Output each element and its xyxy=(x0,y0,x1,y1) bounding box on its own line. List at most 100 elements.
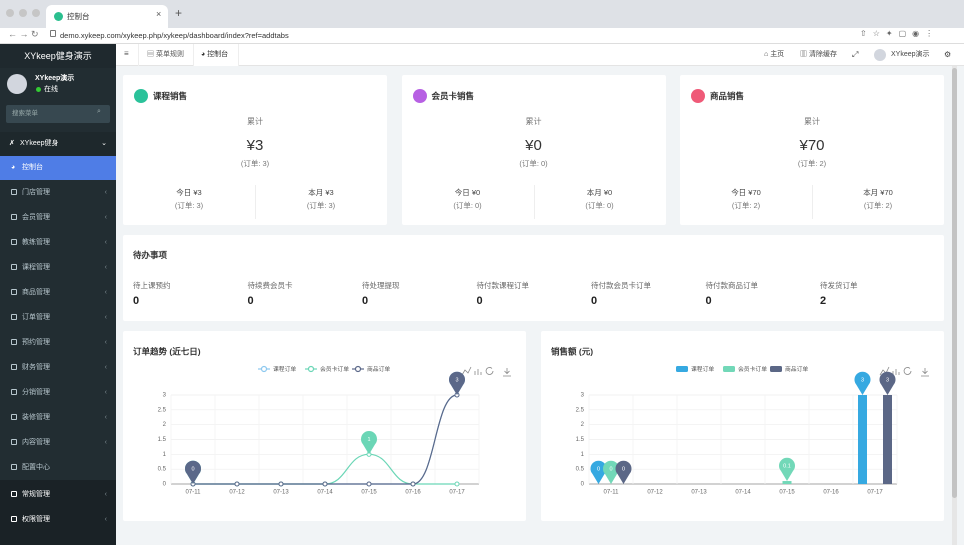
browser-tab[interactable]: 控制台 × xyxy=(46,5,168,28)
legend-label[interactable]: 商品订单 xyxy=(367,365,390,373)
legend-label[interactable]: 会员卡订单 xyxy=(738,365,767,373)
mark-point-label: 3 xyxy=(861,377,864,383)
fullscreen[interactable]: ⤢ xyxy=(852,50,859,59)
menu-item[interactable]: 教练管理 ‹ xyxy=(0,230,116,255)
avatar xyxy=(7,74,27,94)
x-tick-label: 07-17 xyxy=(449,490,465,496)
nav-tab-active[interactable]: ◕ 控制台 xyxy=(193,44,239,66)
menu-item-label: 装修管理 xyxy=(22,414,50,421)
item-caret: ‹ xyxy=(104,491,107,498)
menu-toggle[interactable]: ≡ xyxy=(124,49,129,58)
settings[interactable]: ⚙ xyxy=(944,50,952,59)
menu-group[interactable]: XYkeep健身 ✗ ⌄ xyxy=(0,132,116,156)
total-amount: ¥70 xyxy=(799,137,825,154)
menu-item[interactable]: 商品管理 ‹ xyxy=(0,280,116,305)
toolbox-icon[interactable] xyxy=(485,367,494,375)
legend-label[interactable]: 课程订单 xyxy=(273,365,296,373)
brand[interactable]: XYkeep健身演示 xyxy=(0,44,116,68)
x-tick-label: 07-11 xyxy=(604,490,620,496)
item-icon xyxy=(11,414,17,420)
divider xyxy=(533,185,535,219)
item-icon xyxy=(11,214,17,220)
x-tick-label: 07-14 xyxy=(317,490,333,496)
menu-group-label: XYkeep健身 xyxy=(20,140,59,147)
legend-icon xyxy=(770,366,782,372)
menu-item[interactable]: 课程管理 ‹ xyxy=(0,255,116,280)
y-tick-label: 0.5 xyxy=(576,467,585,473)
group-caret: ⌄ xyxy=(101,140,107,147)
item-caret: ‹ xyxy=(104,314,107,321)
todo-value: 2 xyxy=(820,295,827,307)
x-tick-label: 07-16 xyxy=(823,490,839,496)
menu-section[interactable]: 常规管理 ‹ xyxy=(0,482,116,507)
total-label: 累计 xyxy=(525,117,542,126)
top-user[interactable]: XYkeep演示 xyxy=(891,51,930,58)
menu-item-active[interactable]: ◕ 控制台 xyxy=(0,156,116,180)
x-tick-label: 07-16 xyxy=(405,490,421,496)
scroll-thumb[interactable] xyxy=(952,68,957,498)
nav-buttons[interactable]: ← → ↻ xyxy=(8,29,39,39)
mark-point-label: 0.1 xyxy=(783,463,791,469)
legend-label[interactable]: 商品订单 xyxy=(785,365,808,373)
menu-item[interactable]: 分销管理 ‹ xyxy=(0,380,116,405)
browser-actions[interactable]: ⇧☆✦▢◉⋮ xyxy=(860,29,940,38)
legend-label[interactable]: 课程订单 xyxy=(691,365,714,373)
toolbox-icon[interactable] xyxy=(921,368,929,377)
clear-cache[interactable]: ▥ 清除缓存 xyxy=(800,51,837,58)
url[interactable]: demo.xykeep.com/xykeep.php/xykeep/dashbo… xyxy=(60,31,289,40)
y-tick-label: 1.5 xyxy=(158,437,167,443)
y-tick-label: 2.5 xyxy=(576,407,585,413)
divider xyxy=(812,185,813,219)
window-minimize[interactable] xyxy=(19,9,27,17)
total-amount: ¥3 xyxy=(246,137,264,154)
today-orders: (订单: 3) xyxy=(174,201,204,210)
menu-item[interactable]: 配置中心 xyxy=(0,455,116,480)
toolbox-icon[interactable] xyxy=(879,366,890,376)
y-tick-label: 2 xyxy=(163,422,167,428)
chart-title: 销售额 (元) xyxy=(551,346,593,356)
topbar: ≡ ▤ 菜单规则 ◕ 控制台 ⌂ 主页 ▥ 清除缓存 ⤢ XYkeep演示 ⚙ xyxy=(116,44,964,66)
search-box[interactable]: 搜索菜单 ⌕ xyxy=(6,105,110,123)
mark-point xyxy=(185,460,201,484)
month-orders: (订单: 0) xyxy=(585,201,614,210)
menu-item[interactable]: 门店管理 ‹ xyxy=(0,180,116,205)
item-caret: ‹ xyxy=(104,516,107,523)
tab-title: 控制台 xyxy=(67,12,90,21)
mark-point xyxy=(590,460,607,484)
x-tick-label: 07-13 xyxy=(691,490,707,496)
new-tab[interactable]: + xyxy=(175,6,183,20)
item-icon xyxy=(11,289,17,295)
menu-section[interactable]: 权限管理 ‹ xyxy=(0,507,116,532)
menu-item[interactable]: 会员管理 ‹ xyxy=(0,205,116,230)
y-tick-label: 0 xyxy=(163,482,167,488)
nav-tab[interactable]: ▤ 菜单规则 xyxy=(138,44,193,66)
toolbox-icon[interactable] xyxy=(903,367,912,375)
menu-item[interactable]: 装修管理 ‹ xyxy=(0,405,116,430)
legend-label[interactable]: 会员卡订单 xyxy=(320,365,349,373)
home-link[interactable]: ⌂ 主页 xyxy=(764,51,785,58)
toolbox-icon[interactable] xyxy=(503,368,511,377)
item-icon xyxy=(11,314,17,320)
menu-item[interactable]: 财务管理 ‹ xyxy=(0,355,116,380)
menu-item[interactable]: 内容管理 ‹ xyxy=(0,430,116,455)
legend-icon xyxy=(723,366,735,372)
menu-item[interactable]: 订单管理 ‹ xyxy=(0,305,116,330)
stat-card: 会员卡销售 累计 ¥0 (订单: 0) 今日 ¥0 (订单: 0) 本月 ¥0 (订单: 0) xyxy=(401,75,666,225)
mark-point-label: 0 xyxy=(622,466,625,472)
user-status: 在线 xyxy=(44,86,58,93)
today-orders: (订单: 2) xyxy=(731,201,761,210)
tab-close[interactable]: × xyxy=(156,9,162,19)
today-orders: (订单: 0) xyxy=(453,201,482,210)
y-tick-label: 2 xyxy=(581,422,585,428)
item-caret: ‹ xyxy=(104,364,107,371)
toolbox-icon[interactable] xyxy=(461,366,472,376)
window-zoom[interactable] xyxy=(32,9,40,17)
card-title: 课程销售 xyxy=(153,91,188,101)
window-close[interactable] xyxy=(6,9,14,17)
item-icon xyxy=(11,491,17,497)
toolbox-icon[interactable] xyxy=(474,369,482,375)
menu-item[interactable]: 预约管理 ‹ xyxy=(0,330,116,355)
tab-strip: 控制台 × + xyxy=(0,0,964,28)
month-orders: (订单: 3) xyxy=(306,201,336,210)
todo-value: 0 xyxy=(247,295,254,307)
